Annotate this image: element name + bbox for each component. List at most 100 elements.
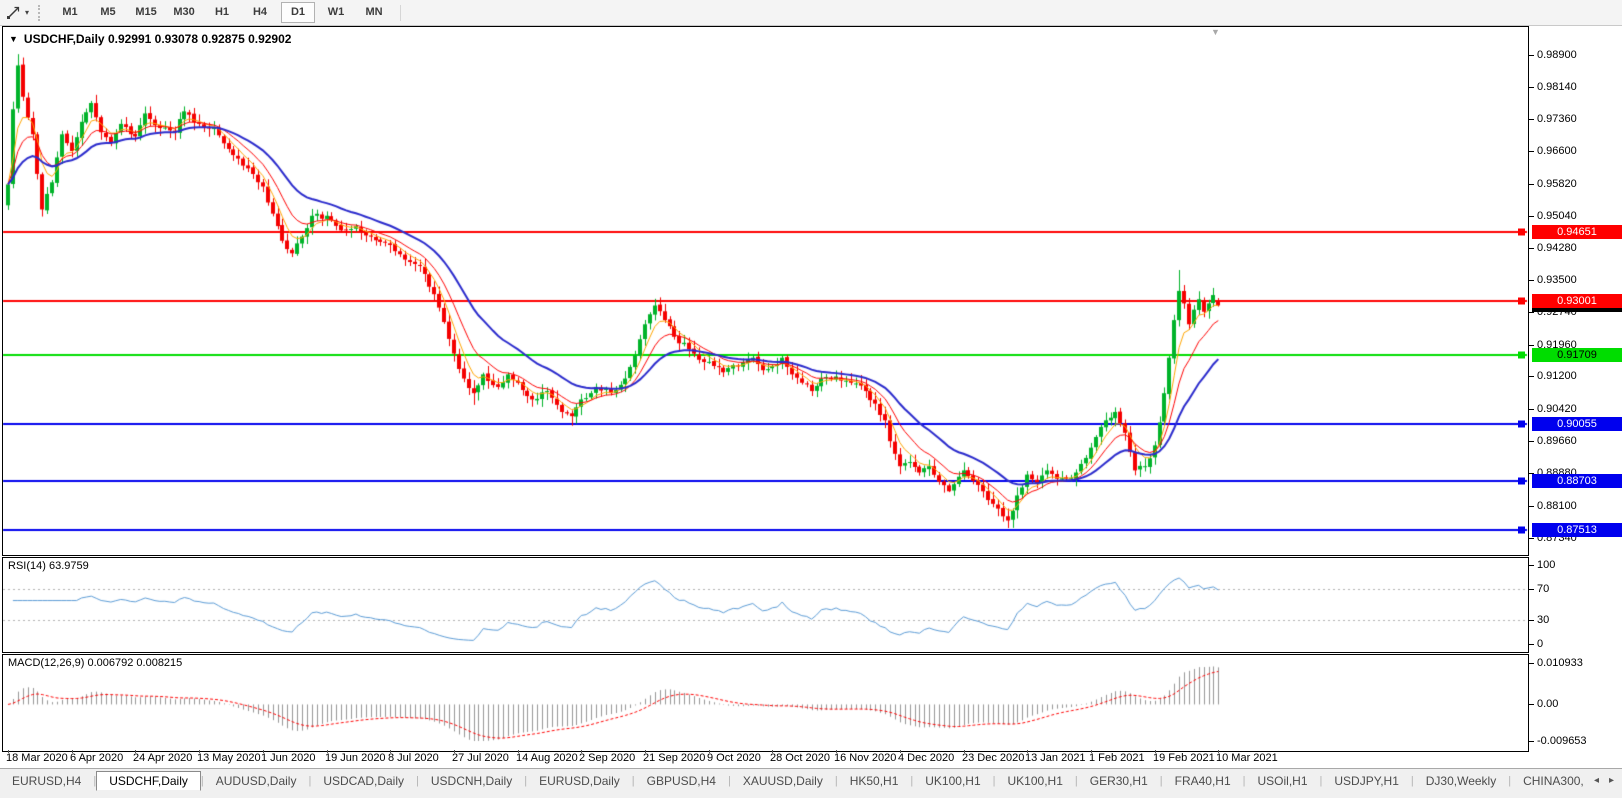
tab-separator: | bbox=[1074, 775, 1078, 787]
date-axis-label: 19 Feb 2021 bbox=[1153, 752, 1215, 764]
date-axis-label: 1 Jun 2020 bbox=[261, 752, 316, 764]
cursor-tool-icon[interactable] bbox=[4, 4, 24, 22]
date-axis-label: 14 Aug 2020 bbox=[516, 752, 578, 764]
price-axis-label: 0.93500 bbox=[1537, 274, 1577, 286]
tab-scroll-arrows: ◂ ▸ bbox=[1583, 769, 1622, 791]
tab-gbpusd-h4[interactable]: GBPUSD,H4 bbox=[646, 774, 716, 788]
tab-scroll-left-icon[interactable]: ◂ bbox=[1593, 774, 1599, 786]
hline-price-badge-090055[interactable]: 0.90055 bbox=[1532, 417, 1622, 431]
date-axis-label: 2 Sep 2020 bbox=[579, 752, 636, 764]
chart-title-dropdown-icon[interactable]: ▼ bbox=[9, 34, 18, 44]
axis-tick bbox=[1528, 345, 1534, 346]
hline-handle[interactable] bbox=[1518, 477, 1525, 485]
axis-tick bbox=[1528, 151, 1534, 152]
tab-eurusd-daily[interactable]: EURUSD,Daily bbox=[539, 774, 620, 788]
axis-tick bbox=[1528, 280, 1534, 281]
macd-axis-label: 0.00 bbox=[1537, 698, 1559, 710]
axis-tick bbox=[1528, 184, 1534, 185]
toolbar-grip bbox=[38, 4, 43, 21]
tab-uk100-h1[interactable]: UK100,H1 bbox=[925, 774, 981, 788]
date-axis-label: 21 Sep 2020 bbox=[643, 752, 706, 764]
timeframe-button-w1[interactable]: W1 bbox=[327, 6, 345, 18]
timeframe-button-h4[interactable]: H4 bbox=[252, 6, 268, 18]
hline-handle[interactable] bbox=[1518, 297, 1525, 305]
tab-hk50-h1[interactable]: HK50,H1 bbox=[849, 774, 899, 788]
date-axis-label: 8 Jul 2020 bbox=[388, 752, 439, 764]
axis-tick bbox=[1528, 538, 1534, 539]
date-axis-label: 4 Dec 2020 bbox=[898, 752, 955, 764]
tab-usdcnh-daily[interactable]: USDCNH,Daily bbox=[430, 774, 513, 788]
hline-price-badge-087513[interactable]: 0.87513 bbox=[1532, 523, 1622, 537]
tab-uk100-h1[interactable]: UK100,H1 bbox=[1007, 774, 1063, 788]
date-axis-label: 23 Dec 2020 bbox=[962, 752, 1025, 764]
tab-scroll-right-icon[interactable]: ▸ bbox=[1608, 774, 1614, 786]
hline-price-badge-091709[interactable]: 0.91709 bbox=[1532, 348, 1622, 362]
tab-eurusd-h4[interactable]: EURUSD,H4 bbox=[12, 774, 82, 788]
date-axis-label: 27 Jul 2020 bbox=[452, 752, 509, 764]
rsi-indicator-label: RSI(14) 63.9759 bbox=[8, 560, 89, 572]
timeframe-button-m30[interactable]: M30 bbox=[173, 6, 195, 18]
hline-price-badge-088703[interactable]: 0.88703 bbox=[1532, 474, 1622, 488]
tab-separator: | bbox=[1159, 775, 1163, 787]
date-axis-label: 16 Nov 2020 bbox=[834, 752, 897, 764]
tab-separator: | bbox=[1410, 775, 1414, 787]
hline-handle[interactable] bbox=[1518, 351, 1525, 359]
hline-price-badge-093001[interactable]: 0.93001 bbox=[1532, 294, 1622, 308]
tab-audusd-daily[interactable]: AUDUSD,Daily bbox=[215, 774, 297, 788]
symbol-tab-bar: EURUSD,H4 | USDCHF,Daily | AUDUSD,Daily | USDC… bbox=[0, 768, 1622, 793]
timeframe-button-m1[interactable]: M1 bbox=[62, 6, 78, 18]
date-axis-label: 13 Jan 2021 bbox=[1025, 752, 1086, 764]
tab-china300-h1[interactable]: CHINA300,H1 bbox=[1523, 774, 1600, 788]
axis-tick bbox=[1528, 119, 1534, 120]
axis-tick bbox=[1528, 441, 1534, 442]
hline-handle[interactable] bbox=[1518, 526, 1525, 534]
tab-usoil-h1[interactable]: USOil,H1 bbox=[1257, 774, 1308, 788]
timeframe-button-mn[interactable]: MN bbox=[365, 6, 383, 18]
timeframe-button-d1[interactable]: D1 bbox=[281, 2, 316, 23]
tab-separator: | bbox=[1508, 775, 1512, 787]
axis-tick bbox=[1528, 741, 1534, 742]
timeframe-button-m15[interactable]: M15 bbox=[135, 6, 157, 18]
tab-separator: | bbox=[834, 775, 838, 787]
tab-separator: | bbox=[1319, 775, 1323, 787]
rsi-axis-label: 100 bbox=[1537, 559, 1556, 571]
timeframe-button-h1[interactable]: H1 bbox=[214, 6, 230, 18]
timeframe-button-m5[interactable]: M5 bbox=[100, 6, 116, 18]
axis-tick bbox=[1528, 565, 1534, 566]
date-axis-label: 19 Jun 2020 bbox=[325, 752, 386, 764]
tab-fra40-h1[interactable]: FRA40,H1 bbox=[1174, 774, 1231, 788]
hline-handle[interactable] bbox=[1518, 420, 1525, 428]
tab-xauusd-daily[interactable]: XAUUSD,Daily bbox=[742, 774, 823, 788]
axis-tick bbox=[1528, 473, 1534, 474]
tab-separator: | bbox=[416, 775, 419, 787]
price-axis-label: 0.98900 bbox=[1537, 49, 1577, 61]
tab-dj30-weekly[interactable]: DJ30,Weekly bbox=[1425, 774, 1497, 788]
cursor-tool-dropdown-icon[interactable]: ▾ bbox=[25, 8, 30, 17]
date-axis-label: 1 Feb 2021 bbox=[1089, 752, 1145, 764]
tab-ger30-h1[interactable]: GER30,H1 bbox=[1089, 774, 1148, 788]
price-axis-label: 0.96600 bbox=[1537, 145, 1577, 157]
date-axis-label: 18 Mar 2020 bbox=[6, 752, 68, 764]
tab-usdjpy-h1[interactable]: USDJPY,H1 bbox=[1334, 774, 1399, 788]
date-axis-label: 6 Apr 2020 bbox=[70, 752, 124, 764]
axis-tick bbox=[1528, 644, 1534, 645]
date-axis-label: 28 Oct 2020 bbox=[770, 752, 830, 764]
axis-tick bbox=[1528, 312, 1534, 313]
tab-separator: | bbox=[631, 775, 635, 787]
tab-usdchf-daily[interactable]: USDCHF,Daily bbox=[96, 771, 201, 791]
tab-separator: | bbox=[524, 775, 528, 787]
chart-shift-marker-icon[interactable]: ▼ bbox=[1211, 27, 1220, 37]
macd-axis-label: 0.010933 bbox=[1537, 657, 1583, 669]
hline-price-badge-094651[interactable]: 0.94651 bbox=[1532, 225, 1622, 239]
rsi-axis-label: 0 bbox=[1537, 638, 1544, 650]
tab-separator: | bbox=[308, 775, 312, 787]
tab-usdcad-daily[interactable]: USDCAD,Daily bbox=[323, 774, 404, 788]
date-axis-label: 24 Apr 2020 bbox=[133, 752, 193, 764]
hline-handle[interactable] bbox=[1518, 228, 1525, 236]
axis-tick bbox=[1528, 409, 1534, 410]
price-axis-label: 0.94280 bbox=[1537, 242, 1577, 254]
price-axis-label: 0.95040 bbox=[1537, 210, 1577, 222]
axis-tick bbox=[1528, 55, 1534, 56]
date-axis-label: 9 Oct 2020 bbox=[707, 752, 761, 764]
